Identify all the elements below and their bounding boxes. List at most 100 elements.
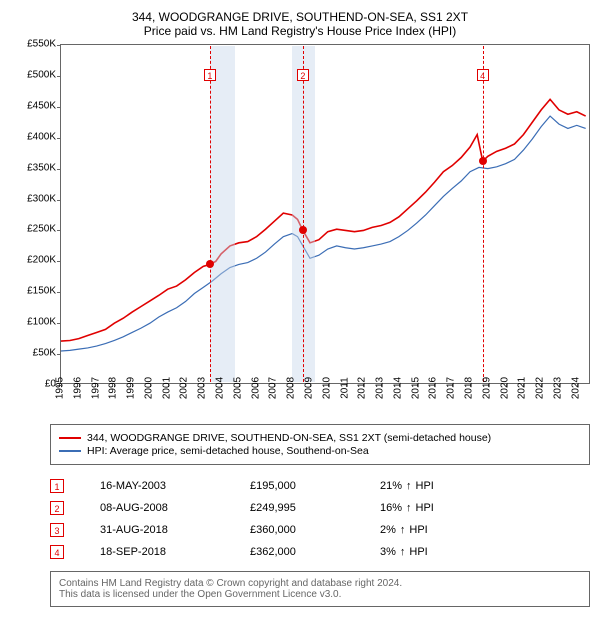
arrow-up-icon: ↑ xyxy=(406,480,412,492)
event-marker-box: 2 xyxy=(297,69,309,81)
chart-subtitle: Price paid vs. HM Land Registry's House … xyxy=(10,24,590,38)
y-tick xyxy=(57,107,61,108)
x-axis-label: 2019 xyxy=(481,377,492,399)
y-tick xyxy=(57,230,61,231)
x-axis-label: 1999 xyxy=(126,377,137,399)
x-axis-label: 2024 xyxy=(570,377,581,399)
footer-line-2: This data is licensed under the Open Gov… xyxy=(59,589,581,600)
y-tick xyxy=(57,354,61,355)
event-date: 31-AUG-2018 xyxy=(100,524,250,536)
x-axis-label: 2006 xyxy=(250,377,261,399)
title-block: 344, WOODGRANGE DRIVE, SOUTHEND-ON-SEA, … xyxy=(10,10,590,38)
legend-label: 344, WOODGRANGE DRIVE, SOUTHEND-ON-SEA, … xyxy=(87,432,491,444)
y-tick xyxy=(57,76,61,77)
y-tick xyxy=(57,261,61,262)
plot-area: 1 2 4 xyxy=(60,44,590,384)
legend-row: 344, WOODGRANGE DRIVE, SOUTHEND-ON-SEA, … xyxy=(59,432,581,444)
arrow-up-icon: ↑ xyxy=(400,524,406,536)
event-number: 1 xyxy=(50,479,64,493)
event-diff: 3%↑HPI xyxy=(380,546,480,558)
x-axis-label: 2005 xyxy=(232,377,243,399)
x-axis-label: 2001 xyxy=(161,377,172,399)
y-axis-label: £450K xyxy=(27,100,56,111)
event-number: 2 xyxy=(50,501,64,515)
event-row: 4 18-SEP-2018£362,0003%↑HPI xyxy=(50,541,590,563)
footer-line-1: Contains HM Land Registry data © Crown c… xyxy=(59,578,581,589)
y-tick xyxy=(57,169,61,170)
series-hpi xyxy=(61,116,586,351)
footer-note: Contains HM Land Registry data © Crown c… xyxy=(50,571,590,607)
x-axis-label: 2008 xyxy=(286,377,297,399)
y-axis-label: £350K xyxy=(27,162,56,173)
price-dot xyxy=(299,226,307,234)
x-axis-label: 2013 xyxy=(375,377,386,399)
event-vline xyxy=(303,46,304,382)
y-axis-label: £150K xyxy=(27,286,56,297)
chart-title: 344, WOODGRANGE DRIVE, SOUTHEND-ON-SEA, … xyxy=(10,10,590,24)
y-axis-label: £500K xyxy=(27,69,56,80)
event-marker-box: 1 xyxy=(204,69,216,81)
price-dot xyxy=(206,260,214,268)
legend-row: HPI: Average price, semi-detached house,… xyxy=(59,445,581,457)
event-row: 208-AUG-2008£249,99516%↑HPI xyxy=(50,497,590,519)
x-axis-label: 2002 xyxy=(179,377,190,399)
price-dot xyxy=(479,157,487,165)
x-axis-label: 2016 xyxy=(428,377,439,399)
event-row: 1 16-MAY-2003£195,00021%↑HPI xyxy=(50,475,590,497)
arrow-up-icon: ↑ xyxy=(400,546,406,558)
event-date: 08-AUG-2008 xyxy=(100,502,250,514)
event-row: 331-AUG-2018£360,0002%↑HPI xyxy=(50,519,590,541)
x-axis-label: 2009 xyxy=(303,377,314,399)
event-table: 1 16-MAY-2003£195,00021%↑HPI 2 08-AUG-2008 £… xyxy=(50,475,590,563)
y-tick xyxy=(57,323,61,324)
y-tick xyxy=(57,138,61,139)
shaded-band xyxy=(210,46,235,382)
x-axis-label: 2012 xyxy=(357,377,368,399)
y-tick xyxy=(57,45,61,46)
event-number: 4 xyxy=(50,545,64,559)
x-axis-label: 2010 xyxy=(321,377,332,399)
y-axis-label: £550K xyxy=(27,39,56,50)
x-axis-label: 2021 xyxy=(517,377,528,399)
y-axis-label: £400K xyxy=(27,131,56,142)
x-axis-label: 2015 xyxy=(410,377,421,399)
legend-label: HPI: Average price, semi-detached house,… xyxy=(87,445,369,457)
chart-area: 124 £0£50K£100K£150K£200K£250K£300K£350K… xyxy=(60,44,590,414)
event-vline xyxy=(483,46,484,382)
legend: 344, WOODGRANGE DRIVE, SOUTHEND-ON-SEA, … xyxy=(50,424,590,465)
x-axis-label: 1998 xyxy=(108,377,119,399)
x-axis-label: 1997 xyxy=(90,377,101,399)
x-axis-label: 2020 xyxy=(499,377,510,399)
series-property xyxy=(61,99,586,341)
event-diff: 2%↑HPI xyxy=(380,524,480,536)
event-vline xyxy=(210,46,211,382)
event-date: 18-SEP-2018 xyxy=(100,546,250,558)
x-axis-label: 2017 xyxy=(446,377,457,399)
x-axis-label: 2007 xyxy=(268,377,279,399)
y-tick xyxy=(57,292,61,293)
x-axis-label: 2023 xyxy=(552,377,563,399)
y-axis-label: £200K xyxy=(27,255,56,266)
event-diff: 21%↑HPI xyxy=(380,480,480,492)
event-diff: 16%↑HPI xyxy=(380,502,480,514)
chart-container: 344, WOODGRANGE DRIVE, SOUTHEND-ON-SEA, … xyxy=(0,0,600,617)
x-axis-label: 1996 xyxy=(72,377,83,399)
x-axis-label: 2022 xyxy=(535,377,546,399)
event-number: 3 xyxy=(50,523,64,537)
y-axis-label: £250K xyxy=(27,224,56,235)
line-series xyxy=(61,45,591,385)
event-price: £195,000 xyxy=(250,480,380,492)
x-axis-label: 2014 xyxy=(392,377,403,399)
y-axis-label: £300K xyxy=(27,193,56,204)
legend-swatch xyxy=(59,437,81,439)
x-axis-label: 1995 xyxy=(55,377,66,399)
event-date: 16-MAY-2003 xyxy=(100,480,250,492)
x-axis-label: 2000 xyxy=(143,377,154,399)
y-axis-label: £100K xyxy=(27,317,56,328)
x-axis-label: 2004 xyxy=(215,377,226,399)
event-marker-box: 4 xyxy=(477,69,489,81)
x-axis-label: 2018 xyxy=(464,377,475,399)
event-price: £362,000 xyxy=(250,546,380,558)
arrow-up-icon: ↑ xyxy=(406,502,412,514)
legend-swatch xyxy=(59,450,81,452)
